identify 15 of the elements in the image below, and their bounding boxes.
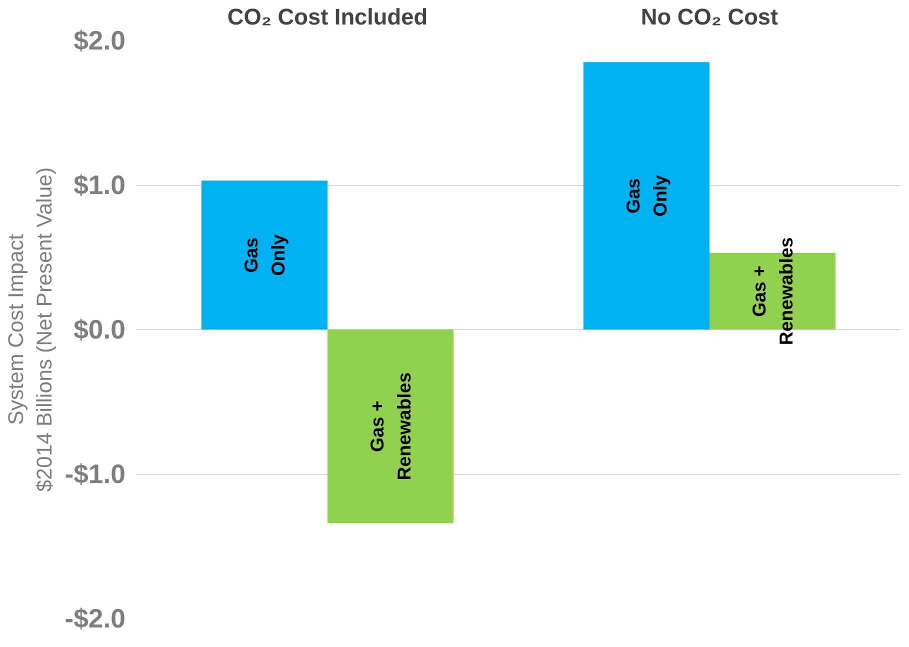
text: Gas + Renewables — [366, 372, 415, 480]
bar — [201, 180, 328, 330]
series-label: Gas + Renewables — [748, 237, 797, 346]
bar — [328, 330, 454, 524]
series-label: Gas Only — [240, 234, 289, 276]
y-axis-title: System Cost Impact $2014 Billions (Net Present Value) — [4, 167, 57, 492]
y-tick-label: -$1.0 — [64, 459, 126, 489]
bar — [583, 62, 710, 330]
y-tick-label: $2.0 — [74, 26, 126, 56]
y-tick-label: $1.0 — [74, 170, 126, 200]
x-tick-label: CO₂ Cost Included — [227, 4, 428, 30]
x-tick-label: No CO₂ Cost — [640, 4, 779, 30]
y-tick-label: -$2.0 — [64, 604, 126, 634]
text: Gas Only — [622, 175, 671, 217]
y-tick-label: $0.0 — [74, 314, 126, 344]
